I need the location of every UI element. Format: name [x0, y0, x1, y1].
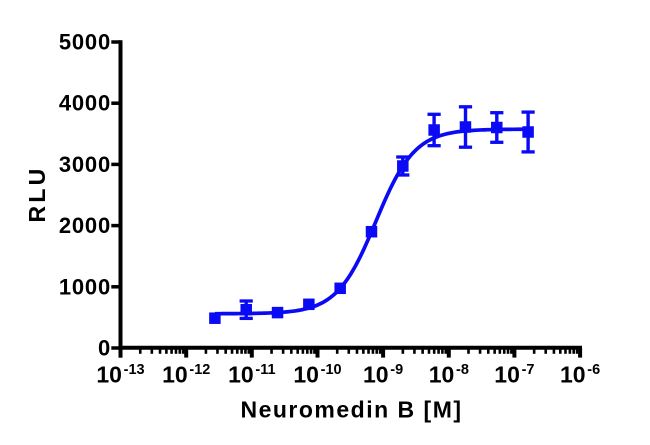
svg-text:RLU: RLU	[24, 166, 50, 223]
svg-text:10-7: 10 -7	[494, 362, 534, 388]
svg-text:3000: 3000	[59, 152, 111, 177]
svg-text:Neuromedin B [M]: Neuromedin B [M]	[240, 396, 462, 422]
svg-text:10-9: 10 -9	[363, 362, 403, 388]
svg-text:5000: 5000	[59, 30, 111, 55]
svg-text:10-11: 10 -11	[228, 362, 275, 388]
svg-text:0: 0	[98, 336, 111, 361]
svg-text:10-13: 10 -13	[96, 362, 144, 388]
svg-text:10-6: 10 -6	[560, 362, 600, 388]
svg-text:10-12: 10 -12	[162, 362, 210, 388]
svg-text:1000: 1000	[59, 274, 111, 299]
svg-text:10-10: 10 -10	[293, 362, 341, 388]
svg-text:4000: 4000	[59, 91, 111, 116]
svg-text:10-8: 10 -8	[429, 362, 469, 388]
svg-text:2000: 2000	[59, 213, 111, 238]
